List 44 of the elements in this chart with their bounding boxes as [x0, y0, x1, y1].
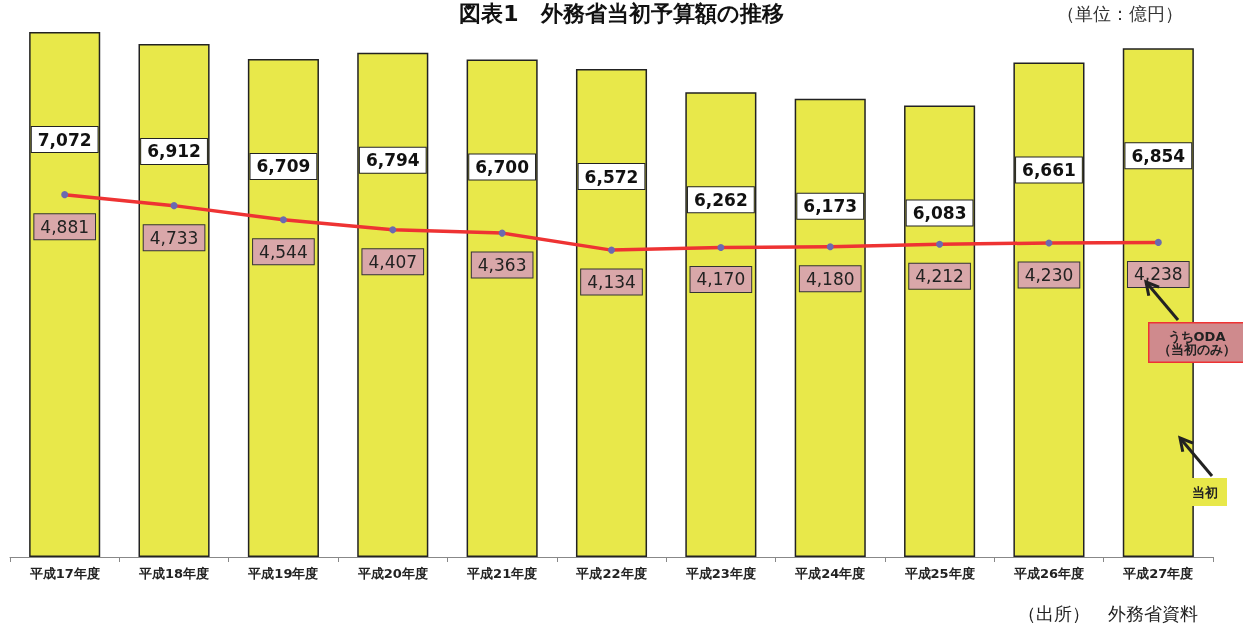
data-label: 4,407 [368, 251, 418, 272]
series-label: 当初 [1191, 484, 1218, 500]
x-tick-label: 平成24年度 [794, 566, 866, 581]
data-label: 4,238 [1133, 264, 1183, 285]
chart-title: 図表1 外務省当初予算額の推移 [459, 0, 784, 26]
data-label: 6,661 [1022, 160, 1076, 181]
x-tick-label: 平成27年度 [1122, 566, 1194, 581]
x-tick-label: 平成25年度 [903, 566, 975, 581]
data-label: 6,173 [803, 196, 858, 217]
data-label: 6,262 [693, 189, 748, 210]
bar [685, 92, 757, 557]
data-label: 4,363 [477, 255, 527, 276]
data-label: 4,212 [915, 266, 964, 287]
x-tick-label: 平成21年度 [466, 566, 538, 581]
data-label: 6,083 [912, 202, 967, 223]
bar [466, 59, 538, 557]
data-label: 6,794 [365, 150, 420, 171]
x-tick-label: 平成17年度 [28, 566, 100, 581]
data-label: 7,072 [37, 129, 92, 150]
data-label: 4,230 [1024, 264, 1074, 285]
x-tick-label: 平成20年度 [356, 566, 428, 581]
bar [1013, 62, 1085, 557]
text: （出所） 外務省資料 [1018, 602, 1198, 624]
data-label: 6,709 [256, 156, 311, 177]
data-label: 4,733 [149, 227, 199, 248]
chart-subtitle: （単位：億円） [1057, 2, 1183, 24]
x-tick-label: 平成18年度 [138, 566, 210, 581]
data-label: 4,134 [587, 272, 636, 293]
x-tick-label: 平成19年度 [247, 566, 319, 581]
data-label: 6,700 [475, 157, 530, 178]
text: うちODA （当初のみ） [1157, 328, 1236, 357]
bar [138, 43, 210, 557]
data-label: 4,180 [805, 268, 855, 289]
bar [29, 32, 101, 557]
bar [904, 105, 976, 557]
data-label: 4,170 [696, 269, 746, 290]
x-tick-label: 平成23年度 [684, 566, 756, 581]
data-label: 6,572 [584, 166, 639, 187]
data-label: 6,854 [1131, 145, 1186, 166]
x-tick-label: 平成22年度 [575, 566, 647, 581]
x-tick-label: 平成26年度 [1012, 566, 1084, 581]
data-label: 4,881 [40, 216, 90, 237]
data-label: 4,544 [259, 241, 308, 262]
data-label: 6,912 [147, 141, 201, 162]
